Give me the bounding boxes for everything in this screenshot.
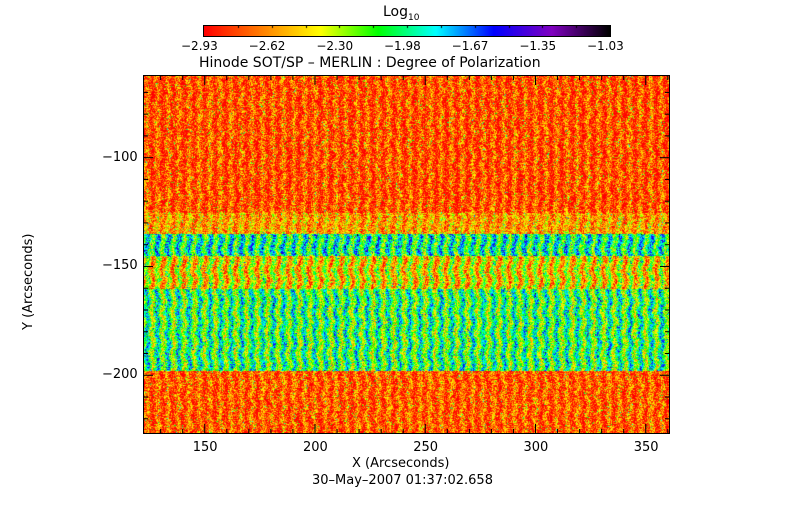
y-tick-label: −150 xyxy=(102,258,138,274)
colorbar xyxy=(203,25,611,37)
colorbar-tick-label: −2.62 xyxy=(248,39,286,53)
chart-title: Hinode SOT/SP – MERLIN : Degree of Polar… xyxy=(199,55,541,71)
colorbar-tick-label: −1.98 xyxy=(384,39,421,53)
colorbar-tick-label: −2.30 xyxy=(316,39,354,53)
heatmap-image xyxy=(144,76,669,433)
y-tick-label: −200 xyxy=(102,367,138,383)
x-tick-label: 150 xyxy=(192,440,218,455)
timestamp: 30–May–2007 01:37:02.658 xyxy=(312,473,493,488)
colorbar-tick-label: −1.67 xyxy=(451,39,489,53)
colorbar-tick-label: −1.35 xyxy=(519,39,557,53)
plot-area xyxy=(143,75,670,434)
colorbar-tick-label: −2.93 xyxy=(181,39,218,53)
x-tick-label: 300 xyxy=(523,440,549,455)
x-axis-label: X (Arcseconds) xyxy=(352,456,450,471)
y-tick-label: −100 xyxy=(102,149,138,165)
x-tick-label: 200 xyxy=(302,440,328,455)
x-tick-label: 350 xyxy=(633,440,659,455)
colorbar-label: Log10 xyxy=(383,4,420,23)
y-axis-label: Y (Arcseconds) xyxy=(21,233,36,330)
colorbar-tick-label: −1.03 xyxy=(587,39,624,53)
x-tick-label: 250 xyxy=(413,440,439,455)
